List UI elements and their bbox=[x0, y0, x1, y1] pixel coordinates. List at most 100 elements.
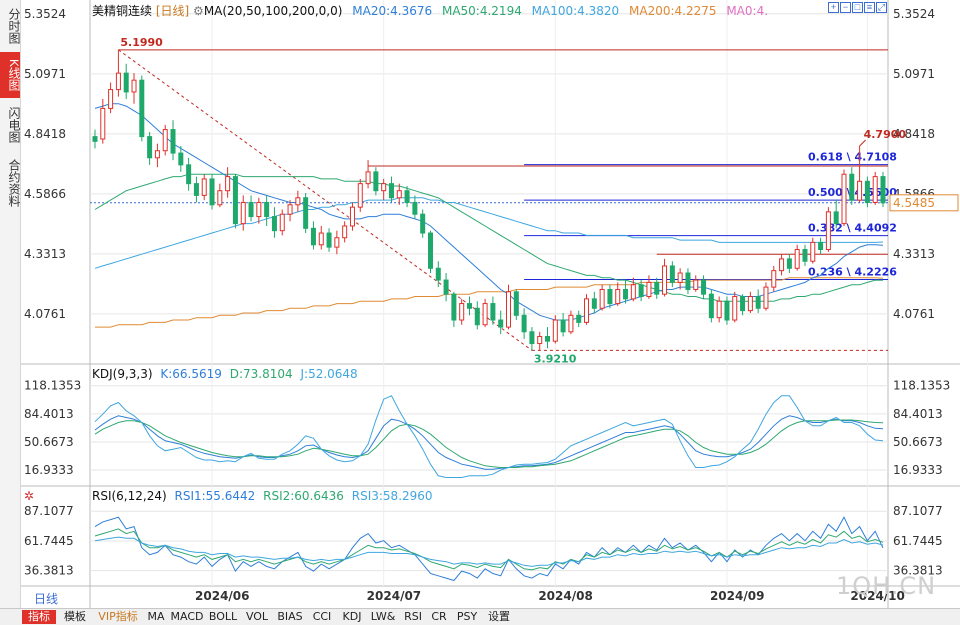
ma20-value: MA20:4.3676 bbox=[352, 4, 433, 18]
candle-body bbox=[209, 178, 215, 206]
bottom-tab-12[interactable]: CR bbox=[431, 610, 447, 623]
candle-body bbox=[810, 241, 816, 262]
bottom-tab-14[interactable]: 设置 bbox=[488, 610, 510, 623]
recent-high-label: 4.7900 bbox=[864, 128, 907, 141]
expand-icon[interactable]: □ bbox=[852, 2, 863, 13]
candle-body bbox=[599, 288, 605, 309]
candle-body bbox=[794, 248, 800, 269]
candle-body bbox=[193, 183, 199, 196]
indicator-tab-bar: 指标 模板 VIP指标 MA MACD BOLL VOL BIAS CCI KDJ LW& RSI CR… bbox=[0, 608, 960, 625]
rsi-name: RSI(6,12,24) bbox=[92, 489, 167, 503]
price-tick-right: 4.3313 bbox=[893, 247, 935, 261]
candle-body bbox=[755, 296, 761, 309]
pin-icon[interactable]: + bbox=[828, 2, 839, 13]
candle-body bbox=[818, 241, 824, 250]
rsi-tick-right: 61.7445 bbox=[893, 534, 943, 548]
bottom-tab-6[interactable]: VOL bbox=[245, 610, 269, 623]
last-price-box bbox=[889, 194, 959, 212]
tab-lightning[interactable]: 闪电图 bbox=[7, 107, 21, 143]
shrink-icon[interactable]: − bbox=[840, 2, 851, 13]
last-price-label: 4.5485 bbox=[893, 196, 935, 210]
bottom-tab-3[interactable]: MA bbox=[147, 610, 165, 623]
bottom-tab-13[interactable]: PSY bbox=[456, 610, 478, 623]
candle-body bbox=[864, 180, 870, 203]
kdj-j-line bbox=[94, 395, 884, 478]
tab-contract-info[interactable]: 合约资料 bbox=[7, 159, 21, 207]
candle-body bbox=[513, 291, 519, 316]
rsi-2: RSI2:60.6436 bbox=[263, 489, 344, 503]
candle-body bbox=[334, 237, 340, 248]
tab-kline[interactable]: K线图 bbox=[0, 52, 21, 98]
candle-body bbox=[217, 190, 223, 206]
high-marker-label: 5.1990 bbox=[120, 36, 163, 49]
candle-body bbox=[857, 180, 863, 201]
candle-body bbox=[568, 314, 574, 333]
x-tick-label: 2024/08 bbox=[538, 589, 592, 603]
settings-icon[interactable]: ⚙ bbox=[193, 4, 204, 18]
period-label: [日线] bbox=[155, 4, 190, 18]
price-tick-left: 4.5866 bbox=[24, 187, 66, 201]
candle-body bbox=[342, 225, 348, 239]
ma200-line bbox=[95, 277, 884, 328]
candle-body bbox=[279, 213, 285, 232]
bottom-tab-5[interactable]: BOLL bbox=[208, 610, 238, 623]
candle-body bbox=[365, 171, 371, 185]
bottom-tab-4[interactable]: MACD bbox=[170, 610, 204, 623]
candle-body bbox=[170, 129, 176, 154]
candle-body bbox=[256, 201, 262, 218]
kdj-d: D:73.8104 bbox=[229, 367, 293, 381]
period-button[interactable]: 日线 bbox=[34, 592, 59, 606]
candle-body bbox=[662, 265, 668, 295]
candle-body bbox=[779, 258, 785, 272]
candle-body bbox=[459, 303, 465, 321]
x-tick-label: 2024/09 bbox=[710, 589, 764, 603]
price-tick-right: 5.0971 bbox=[893, 67, 935, 81]
chart-canvas[interactable]: 5.3524 5.3524 5.0971 5.0971 4.8418 4.8418 4.58… bbox=[0, 0, 960, 608]
bottom-tab-8[interactable]: CCI bbox=[312, 610, 332, 623]
candle-body bbox=[498, 319, 504, 328]
watermark: 1QH.CN bbox=[836, 572, 937, 600]
kdj-j: J:52.0648 bbox=[300, 367, 358, 381]
candle-body bbox=[271, 216, 277, 232]
fullscreen-icon[interactable]: ⤢ bbox=[876, 2, 887, 13]
bottom-tab-11[interactable]: RSI bbox=[404, 610, 422, 623]
rsi-rsi3-line bbox=[94, 536, 884, 567]
candle-body bbox=[630, 284, 636, 300]
bottom-tab-9[interactable]: KDJ bbox=[342, 610, 362, 623]
candle-body bbox=[357, 183, 363, 208]
candle-body bbox=[115, 72, 121, 91]
x-tick-label: 2024/07 bbox=[367, 589, 421, 603]
candle-body bbox=[318, 232, 324, 246]
rsi-3: RSI3:58.2960 bbox=[351, 489, 433, 503]
bottom-tab-2[interactable]: VIP指标 bbox=[98, 610, 138, 623]
candle-body bbox=[825, 211, 831, 250]
bottom-tab-1[interactable]: 模板 bbox=[64, 610, 86, 623]
candle-body bbox=[295, 197, 301, 206]
candle-body bbox=[560, 319, 566, 333]
candle-body bbox=[763, 286, 769, 309]
candle-body bbox=[638, 284, 644, 298]
bottom-tab-7[interactable]: BIAS bbox=[277, 610, 303, 623]
kdj-tick-right: 16.9333 bbox=[893, 463, 943, 477]
bottom-tab-0[interactable]: 指标 bbox=[22, 610, 56, 624]
settings-box-icon[interactable]: ≡ bbox=[864, 2, 875, 13]
kdj-name: KDJ(9,3,3) bbox=[92, 367, 153, 381]
rsi-target-icon[interactable]: ✲ bbox=[24, 489, 35, 503]
candle-body bbox=[139, 79, 145, 138]
candle-body bbox=[310, 227, 316, 246]
price-tick-left: 5.3524 bbox=[24, 7, 66, 21]
price-tick-right: 4.0761 bbox=[893, 307, 935, 321]
candle-body bbox=[732, 296, 738, 321]
candle-body bbox=[482, 303, 488, 326]
candle-body bbox=[880, 176, 886, 204]
price-tick-left: 4.0761 bbox=[24, 307, 66, 321]
tab-timeshare[interactable]: 分时图 bbox=[7, 8, 21, 44]
candle-body bbox=[701, 279, 707, 295]
bottom-tab-10[interactable]: LW& bbox=[370, 610, 396, 623]
candle-body bbox=[576, 314, 582, 323]
candle-body bbox=[841, 173, 847, 225]
rsi-rsi2-line bbox=[94, 528, 884, 571]
ma-label: MA(20,50,100,200,0,0) bbox=[203, 4, 343, 18]
rsi-tick-left: 36.3813 bbox=[24, 564, 74, 578]
